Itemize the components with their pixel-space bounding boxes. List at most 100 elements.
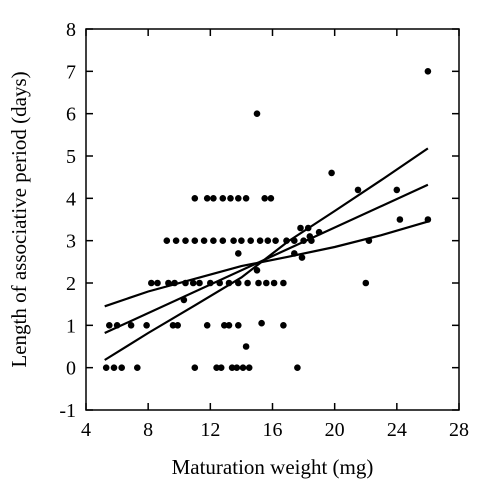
data-point [365, 237, 373, 244]
data-points [102, 68, 432, 372]
data-point [242, 195, 250, 202]
data-point [180, 296, 188, 304]
data-point [118, 364, 125, 372]
data-point [267, 195, 275, 202]
data-point [354, 186, 362, 194]
data-point [217, 364, 225, 372]
data-point [235, 322, 242, 329]
data-point [424, 68, 432, 75]
x-tick-label: 4 [81, 419, 91, 441]
data-point [235, 279, 242, 287]
upper-confidence-curve [104, 147, 429, 361]
data-point [424, 216, 432, 223]
data-point [256, 237, 264, 244]
data-point [210, 237, 217, 244]
y-tick-label: 8 [66, 19, 76, 41]
data-point [291, 250, 298, 257]
data-point [304, 224, 312, 232]
data-point [225, 279, 233, 287]
data-point [143, 322, 150, 329]
fit-lines [104, 147, 429, 361]
y-axis-title: Length of associative period (days) [7, 71, 31, 367]
data-point [300, 237, 307, 244]
data-point [203, 322, 211, 329]
data-point [171, 279, 178, 287]
data-point [207, 279, 214, 287]
data-point [203, 195, 211, 202]
data-point [213, 364, 220, 372]
data-point [270, 279, 278, 287]
y-tick-label: 0 [66, 358, 76, 380]
y-tick-label: 1 [66, 315, 76, 337]
x-tick-label: 20 [325, 419, 345, 441]
data-point [228, 364, 236, 372]
data-point [272, 237, 279, 244]
x-tick-label: 16 [263, 419, 283, 441]
data-point [189, 279, 197, 287]
data-point [242, 343, 250, 350]
data-point [261, 195, 269, 202]
data-point [113, 322, 121, 329]
data-point [127, 322, 135, 329]
data-point [247, 237, 254, 244]
data-point [210, 195, 217, 202]
y-tick-label: 3 [66, 231, 76, 253]
data-point [169, 322, 177, 329]
data-point [182, 279, 189, 287]
data-point [396, 216, 404, 223]
data-point [182, 237, 189, 244]
data-point [221, 322, 228, 329]
data-point [255, 279, 262, 287]
x-tick-label: 12 [200, 419, 220, 441]
data-point [245, 364, 253, 372]
data-point [291, 237, 298, 244]
lower-confidence-curve [104, 220, 429, 308]
data-point [283, 237, 290, 244]
data-point [102, 364, 110, 372]
data-point [238, 237, 245, 244]
data-point [191, 364, 199, 372]
data-point [219, 237, 227, 244]
data-point [280, 279, 287, 287]
data-point [200, 237, 208, 244]
data-point [253, 267, 261, 274]
data-point [306, 233, 314, 240]
data-point [196, 279, 203, 287]
x-axis-title: Maturation weight (mg) [172, 455, 374, 479]
data-point [110, 364, 118, 372]
data-point [219, 195, 227, 202]
y-tick-label: 4 [66, 188, 76, 210]
data-point [239, 364, 247, 372]
data-point [191, 195, 199, 202]
y-tick-label: 2 [66, 273, 76, 295]
data-point [216, 279, 223, 287]
data-point [191, 237, 199, 244]
data-point [134, 364, 141, 372]
data-point [174, 322, 181, 329]
data-point [253, 110, 261, 117]
data-point [328, 169, 335, 177]
data-point [264, 237, 272, 244]
data-point [315, 228, 323, 236]
data-point [280, 322, 287, 329]
y-tick-label: -1 [59, 400, 76, 422]
x-tick-label: 28 [449, 419, 469, 441]
data-point [106, 322, 113, 329]
data-point [225, 322, 233, 329]
y-tick-label: 7 [66, 61, 76, 83]
data-point [244, 279, 251, 287]
data-point [163, 237, 171, 244]
data-point [233, 364, 241, 372]
x-tick-label: 8 [143, 419, 153, 441]
y-tick-label: 6 [66, 104, 76, 126]
data-point [154, 279, 161, 287]
data-point [227, 195, 234, 202]
data-point [235, 250, 242, 257]
data-point [165, 279, 172, 287]
data-point [297, 224, 304, 232]
data-point [230, 237, 237, 244]
data-point [298, 254, 306, 261]
data-point [263, 279, 270, 287]
